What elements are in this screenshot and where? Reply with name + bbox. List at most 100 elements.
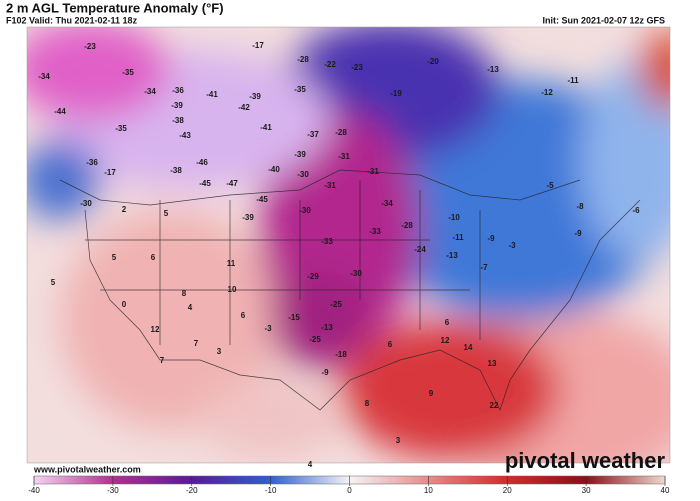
colorbar: -40 -30 -20 -10 0 10 20 30 40 (28, 475, 670, 495)
anomaly-label: -28 (297, 55, 309, 64)
anomaly-label: -30 (299, 206, 311, 215)
anomaly-label: -35 (115, 124, 127, 133)
anomaly-label: -13 (487, 65, 499, 74)
anomaly-label: -23 (351, 63, 363, 72)
anomaly-label: 4 (308, 460, 313, 469)
anomaly-label: -35 (294, 85, 306, 94)
anomaly-label: 7 (194, 339, 199, 348)
anomaly-label: 8 (182, 289, 187, 298)
anomaly-label: -22 (324, 60, 336, 69)
anomaly-label: -47 (226, 179, 238, 188)
anomaly-label: 10 (228, 285, 237, 294)
colorbar-tick-label: 10 (424, 486, 433, 495)
anomaly-label: -13 (321, 323, 333, 332)
anomaly-label: -12 (541, 88, 553, 97)
anomaly-label: -28 (335, 128, 347, 137)
anomaly-label: -17 (252, 41, 264, 50)
anomaly-label: -9 (321, 368, 329, 377)
anomaly-label: -33 (369, 227, 381, 236)
anomaly-label: -36 (86, 158, 98, 167)
anomaly-label: -20 (427, 57, 439, 66)
anomaly-label: -11 (567, 76, 579, 85)
init-time: Init: Sun 2021-02-07 12z GFS (542, 15, 665, 25)
anomaly-label: 6 (445, 318, 450, 327)
anomaly-label: -33 (321, 237, 333, 246)
anomaly-label: -44 (54, 107, 66, 116)
anomaly-label: -38 (170, 166, 182, 175)
anomaly-label: 5 (51, 278, 56, 287)
anomaly-label: -34 (381, 199, 393, 208)
anomaly-label: -19 (390, 89, 402, 98)
anomaly-label: -10 (448, 213, 460, 222)
website: www.pivotalweather.com (33, 464, 141, 474)
anomaly-label: -31 (367, 167, 379, 176)
colorbar-tick-label: -10 (265, 486, 277, 495)
anomaly-label: 13 (488, 359, 497, 368)
anomaly-labels: -23 -17-34 -35-34 -36 -41 -39-44-39 -42-35-35-… (38, 41, 640, 469)
anomaly-label: -30 (297, 170, 309, 179)
anomaly-label: -34 (144, 87, 156, 96)
anomaly-label: 0 (122, 300, 127, 309)
anomaly-label: -8 (576, 202, 584, 211)
anomaly-label: -30 (80, 199, 92, 208)
anomaly-label: -30 (350, 269, 362, 278)
colorbar-tick-label: 40 (661, 486, 670, 495)
anomaly-label: 6 (241, 311, 246, 320)
anomaly-label: -39 (294, 150, 306, 159)
anomaly-label: -29 (307, 272, 319, 281)
anomaly-label: -9 (487, 234, 495, 243)
anomaly-label: -3 (264, 324, 272, 333)
anomaly-label: -40 (268, 165, 280, 174)
anomaly-label: -31 (338, 152, 350, 161)
anomaly-label: -43 (179, 131, 191, 140)
anomaly-label: -41 (206, 90, 218, 99)
anomaly-label: 14 (464, 343, 473, 352)
anomaly-label: -9 (574, 229, 582, 238)
anomaly-label: -25 (330, 300, 342, 309)
colorbar-tick-label: 0 (347, 486, 352, 495)
anomaly-label: -11 (452, 233, 464, 242)
anomaly-label: 12 (151, 325, 160, 334)
anomaly-label: -28 (401, 221, 413, 230)
anomaly-label: -23 (84, 42, 96, 51)
anomaly-label: -39 (171, 101, 183, 110)
logo: pivotal weather (505, 448, 666, 473)
anomaly-label: -6 (632, 206, 640, 215)
anomaly-label: 11 (227, 259, 236, 268)
anomaly-label: -25 (309, 335, 321, 344)
anomaly-label: -38 (172, 116, 184, 125)
anomaly-label: -18 (335, 350, 347, 359)
anomaly-label: 22 (490, 401, 499, 410)
anomaly-label: -15 (288, 313, 300, 322)
anomaly-label: -13 (446, 251, 458, 260)
map (27, 27, 670, 463)
colorbar-tick-label: 20 (503, 486, 512, 495)
title: 2 m AGL Temperature Anomaly (°F) (6, 0, 224, 15)
anomaly-label: -35 (122, 68, 134, 77)
anomaly-label: 9 (429, 389, 434, 398)
anomaly-label: -5 (546, 181, 554, 190)
anomaly-label: -31 (324, 181, 336, 190)
colorbar-tick-label: -20 (186, 486, 198, 495)
colorbar-tick-label: -30 (107, 486, 119, 495)
anomaly-label: -45 (199, 179, 211, 188)
colorbar-tick-label: -40 (28, 486, 40, 495)
anomaly-label: -37 (307, 130, 319, 139)
anomaly-label: -24 (414, 245, 426, 254)
anomaly-label: 2 (122, 205, 127, 214)
anomaly-label: -7 (480, 263, 488, 272)
anomaly-label: -39 (249, 92, 261, 101)
anomaly-label: -42 (238, 103, 250, 112)
anomaly-label: -41 (260, 123, 272, 132)
anomaly-label: -3 (508, 241, 516, 250)
anomaly-label: -34 (38, 72, 50, 81)
anomaly-label: -17 (104, 168, 116, 177)
anomaly-label: 5 (112, 253, 117, 262)
anomaly-label: 6 (388, 340, 393, 349)
anomaly-label: 6 (151, 253, 156, 262)
anomaly-label: 8 (365, 399, 370, 408)
anomaly-label: -46 (196, 158, 208, 167)
anomaly-label: 7 (160, 356, 165, 365)
anomaly-label: 3 (217, 347, 222, 356)
anomaly-label: 4 (188, 303, 193, 312)
